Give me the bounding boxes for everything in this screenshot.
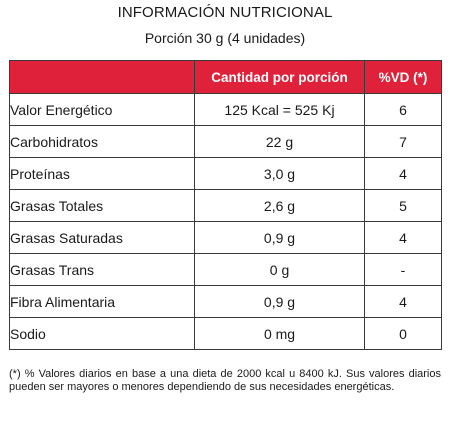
nutrient-daily-value: 7 xyxy=(364,125,442,158)
nutrient-name: Grasas Trans xyxy=(9,253,195,286)
table-row: Fibra Alimentaria 0,9 g 4 xyxy=(9,285,442,318)
table-row: Valor Energético 125 Kcal = 525 Kj 6 xyxy=(9,93,442,126)
nutrient-amount: 0 g xyxy=(194,253,365,286)
nutrient-name: Carbohidratos xyxy=(9,125,195,158)
footnote: (*) % Valores diarios en base a una diet… xyxy=(9,368,441,393)
table-header-row: Cantidad por porción %VD (*) xyxy=(9,60,442,94)
nutrient-daily-value: 4 xyxy=(364,157,442,190)
nutrient-daily-value: 4 xyxy=(364,221,442,254)
nutrient-name: Proteínas xyxy=(9,157,195,190)
table-row: Grasas Totales 2,6 g 5 xyxy=(9,189,442,222)
header-amount: Cantidad por porción xyxy=(194,60,365,94)
serving-size: Porción 30 g (4 unidades) xyxy=(144,30,306,46)
table-row: Carbohidratos 22 g 7 xyxy=(9,125,442,158)
table-row: Grasas Trans 0 g - xyxy=(9,253,442,286)
nutrient-name: Valor Energético xyxy=(9,93,195,126)
table-row: Grasas Saturadas 0,9 g 4 xyxy=(9,221,442,254)
nutrient-daily-value: - xyxy=(364,253,442,286)
nutrient-daily-value: 5 xyxy=(364,189,442,222)
nutrient-name: Sodio xyxy=(9,317,195,350)
nutrient-daily-value: 0 xyxy=(364,317,442,350)
nutrient-amount: 0 mg xyxy=(194,317,365,350)
nutrient-amount: 0,9 g xyxy=(194,285,365,318)
nutrient-name: Fibra Alimentaria xyxy=(9,285,195,318)
nutrient-amount: 2,6 g xyxy=(194,189,365,222)
header-nutrient xyxy=(9,60,195,94)
table-row: Proteínas 3,0 g 4 xyxy=(9,157,442,190)
table-row: Sodio 0 mg 0 xyxy=(9,317,442,350)
nutrient-amount: 125 Kcal = 525 Kj xyxy=(194,93,365,126)
nutrition-table: Cantidad por porción %VD (*) Valor Energ… xyxy=(9,60,442,350)
nutrient-amount: 22 g xyxy=(194,125,365,158)
nutrient-daily-value: 6 xyxy=(364,93,442,126)
page-title: INFORMACIÓN NUTRICIONAL xyxy=(117,4,333,21)
nutrient-daily-value: 4 xyxy=(364,285,442,318)
header-daily-value: %VD (*) xyxy=(364,60,442,94)
nutrient-amount: 3,0 g xyxy=(194,157,365,190)
nutrient-name: Grasas Saturadas xyxy=(9,221,195,254)
nutrient-name: Grasas Totales xyxy=(9,189,195,222)
nutrient-amount: 0,9 g xyxy=(194,221,365,254)
